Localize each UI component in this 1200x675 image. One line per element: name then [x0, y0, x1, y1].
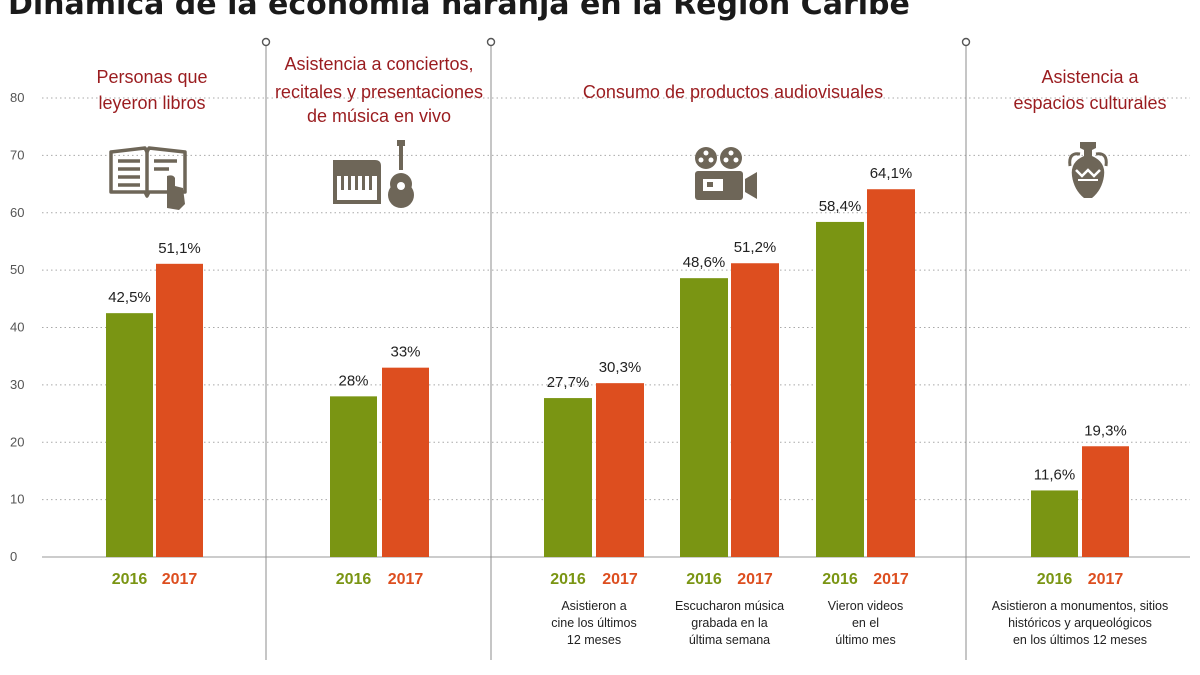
divider-knob: [486, 37, 496, 47]
data-label: 58,4%: [819, 198, 862, 215]
section-heading: Consumo de productos audiovisuales: [583, 82, 883, 102]
group-caption: históricos y arqueológicos: [1008, 616, 1152, 630]
data-label: 33%: [390, 344, 420, 361]
year-label: 2016: [686, 571, 722, 588]
group-caption: 12 meses: [567, 633, 621, 647]
group-caption: Asistieron a: [561, 599, 626, 613]
group-caption: Asistieron a monumentos, sitios: [992, 599, 1168, 613]
bar-2017: [382, 367, 429, 557]
y-tick-label: 40: [10, 320, 24, 335]
year-label: 2016: [336, 571, 372, 588]
amphora-icon: [1068, 142, 1108, 198]
section-heading: Personas que: [96, 67, 207, 87]
section-heading: Asistencia a conciertos,: [284, 54, 473, 74]
data-label: 11,6%: [1034, 466, 1075, 483]
year-label: 2016: [550, 571, 586, 588]
data-label: 51,1%: [158, 240, 201, 257]
bar-2016: [106, 313, 153, 557]
labels: Personas que leyeron libros 42,5% 2016 51,1%…: [96, 54, 1168, 647]
data-label: 64,1%: [870, 165, 913, 182]
bar-2016: [1031, 490, 1078, 557]
year-label: 2017: [1088, 571, 1124, 588]
y-tick-label: 70: [10, 147, 24, 162]
data-label: 51,2%: [734, 239, 777, 256]
grid: 0 10 20 30 40 50 60 70 80: [10, 90, 1190, 564]
divider-knob: [961, 37, 971, 47]
y-tick-label: 20: [10, 434, 24, 449]
film-camera-icon: [695, 147, 757, 200]
year-label: 2017: [602, 571, 638, 588]
y-tick-label: 80: [10, 90, 24, 105]
section-dividers: [261, 37, 971, 660]
group-caption: en el: [852, 616, 879, 630]
y-tick-label: 50: [10, 262, 24, 277]
group-caption: grabada en la: [691, 616, 768, 630]
section-heading: Asistencia a: [1041, 67, 1139, 87]
bar-2017: [156, 263, 203, 557]
y-tick-label: 30: [10, 377, 24, 392]
bar-2016: [680, 278, 728, 557]
y-tick-label: 10: [10, 492, 24, 507]
year-label: 2017: [873, 571, 909, 588]
bar-2016: [544, 398, 592, 557]
section-heading: de música en vivo: [307, 106, 451, 126]
group-caption: Vieron videos: [828, 599, 904, 613]
year-label: 2017: [737, 571, 773, 588]
group-caption: último mes: [835, 633, 895, 647]
data-label: 48,6%: [683, 254, 726, 271]
group-caption: última semana: [689, 633, 770, 647]
y-tick-label: 0: [10, 549, 17, 564]
bar-2017: [596, 383, 644, 557]
year-label: 2017: [162, 571, 198, 588]
bar-2016: [816, 221, 864, 557]
bar-2017: [867, 189, 915, 557]
bars: [106, 189, 1129, 557]
data-label: 42,5%: [108, 289, 151, 306]
open-book-icon: [109, 146, 187, 210]
year-label: 2016: [112, 571, 148, 588]
group-caption: en los últimos 12 meses: [1013, 633, 1147, 647]
chart-title: Dinámica de la economía naranja en la Re…: [8, 0, 910, 22]
year-label: 2016: [822, 571, 858, 588]
bar-2017: [1082, 446, 1129, 557]
piano-guitar-icon: [333, 140, 414, 208]
data-label: 19,3%: [1084, 422, 1127, 439]
bar-2016: [330, 396, 377, 557]
section-heading: recitales y presentaciones: [275, 82, 483, 102]
data-label: 27,7%: [547, 374, 590, 391]
group-caption: Escucharon música: [675, 599, 784, 613]
y-tick-label: 60: [10, 205, 24, 220]
data-label: 30,3%: [599, 359, 642, 376]
year-label: 2017: [388, 571, 424, 588]
bar-2017: [731, 263, 779, 557]
section-heading: espacios culturales: [1013, 93, 1166, 113]
divider-knob: [261, 37, 271, 47]
group-caption: cine los últimos: [551, 616, 636, 630]
year-label: 2016: [1037, 571, 1073, 588]
data-label: 28%: [338, 372, 368, 389]
section-heading: leyeron libros: [98, 93, 205, 113]
